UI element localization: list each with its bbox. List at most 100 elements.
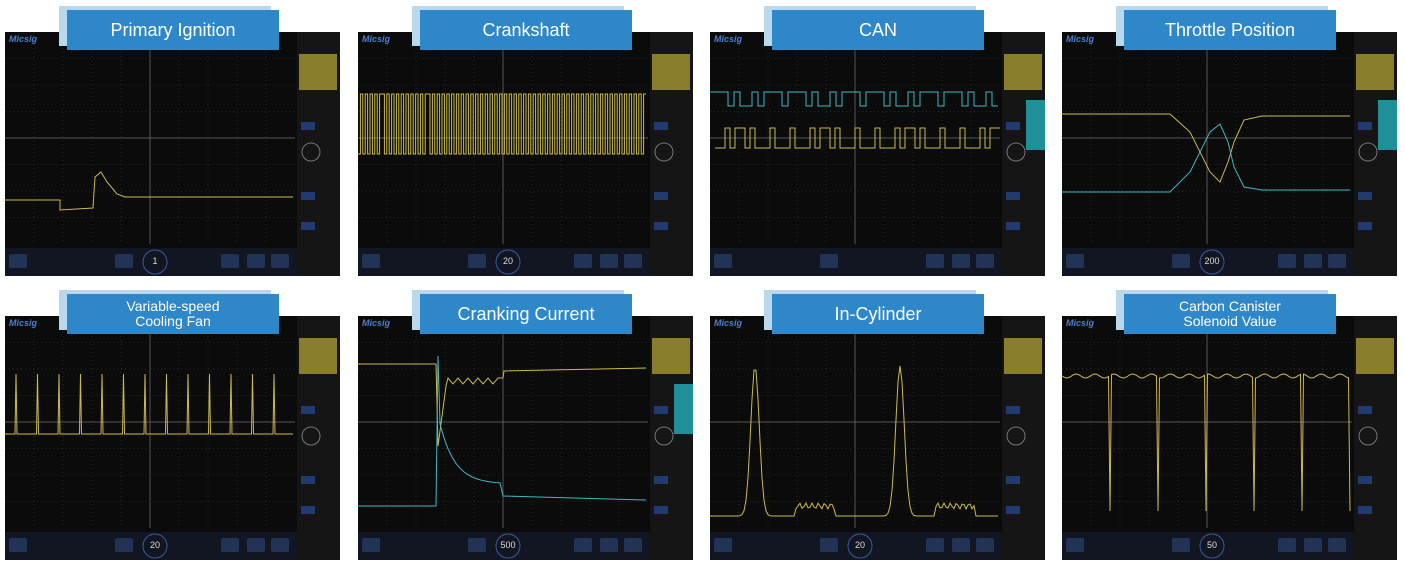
- toolbar-button: [9, 538, 27, 552]
- toolbar-button: [221, 254, 239, 268]
- screen-bg: [1062, 32, 1397, 276]
- toolbar-button: [574, 538, 592, 552]
- side-button: [654, 192, 668, 200]
- channel-button: [1356, 54, 1394, 90]
- toolbar-button: [1172, 254, 1190, 268]
- side-button: [654, 222, 668, 230]
- toolbar-button: [820, 538, 838, 552]
- scope-panel: Micsig 20: [358, 32, 693, 276]
- side-button: [1358, 192, 1372, 200]
- channel-button: [299, 338, 337, 374]
- toolbar-button: [1278, 254, 1296, 268]
- brand: Micsig: [9, 34, 38, 44]
- side-button: [654, 476, 668, 484]
- title-tab: Crankshaft: [420, 10, 632, 50]
- toolbar-button: [468, 254, 486, 268]
- scope-screen: Micsig200: [1062, 32, 1397, 276]
- toolbar-button: [362, 538, 380, 552]
- timebase: 1: [152, 256, 157, 266]
- timebase: 20: [855, 540, 865, 550]
- scope-screen: Micsig: [710, 32, 1045, 276]
- toolbar-button: [1066, 254, 1084, 268]
- brand: Micsig: [9, 318, 38, 328]
- side-button: [301, 506, 315, 514]
- channel-button: [652, 54, 690, 90]
- side-button: [654, 506, 668, 514]
- toolbar-button: [1304, 538, 1322, 552]
- timebase: 20: [150, 540, 160, 550]
- toolbar-button: [247, 538, 265, 552]
- channel-button: [674, 384, 693, 434]
- panel-title: Carbon Canister: [1179, 299, 1281, 314]
- toolbar-button: [271, 538, 289, 552]
- toolbar-button: [1304, 254, 1322, 268]
- side-button: [1358, 122, 1372, 130]
- title-tab: Cranking Current: [420, 294, 632, 334]
- toolbar-button: [600, 254, 618, 268]
- scope-screen: Micsig 20: [710, 316, 1045, 560]
- scope-screen: Micsig 20: [5, 316, 340, 560]
- toolbar-button: [1172, 538, 1190, 552]
- panel-title: Solenoid Value: [1183, 314, 1276, 329]
- panel-title: In-Cylinder: [834, 305, 921, 324]
- toolbar-button: [9, 254, 27, 268]
- scope-panel: Micsig 20: [710, 316, 1045, 560]
- screen-bg: [1062, 316, 1397, 560]
- toolbar-button: [1278, 538, 1296, 552]
- brand: Micsig: [362, 34, 391, 44]
- timebase: 20: [503, 256, 513, 266]
- side-button: [1358, 222, 1372, 230]
- side-button: [654, 406, 668, 414]
- toolbar-button: [926, 254, 944, 268]
- toolbar-button: [247, 254, 265, 268]
- brand: Micsig: [1066, 318, 1095, 328]
- screen-bg: [5, 316, 340, 560]
- panel-title: Throttle Position: [1165, 21, 1295, 40]
- scope-screen: Micsig 1: [5, 32, 340, 276]
- toolbar-button: [714, 538, 732, 552]
- channel-button: [1004, 338, 1042, 374]
- title-tab: Throttle Position: [1124, 10, 1336, 50]
- side-button: [1006, 192, 1020, 200]
- toolbar-button: [1066, 538, 1084, 552]
- toolbar-button: [600, 538, 618, 552]
- scope-panel: Micsig500: [358, 316, 693, 560]
- brand: Micsig: [714, 34, 743, 44]
- toolbar-button: [221, 538, 239, 552]
- side-button: [1358, 476, 1372, 484]
- panel-title: Cranking Current: [457, 305, 594, 324]
- title-tab: In-Cylinder: [772, 294, 984, 334]
- panel-title: Crankshaft: [482, 21, 569, 40]
- waveform: [358, 94, 646, 154]
- scope-panel: Micsig 20: [5, 316, 340, 560]
- scope-screen: Micsig 20: [358, 32, 693, 276]
- channel-button: [1026, 100, 1045, 150]
- title-tab: CAN: [772, 10, 984, 50]
- side-button: [301, 122, 315, 130]
- side-button: [1006, 406, 1020, 414]
- scope-panel: Micsig: [710, 32, 1045, 276]
- side-button: [1006, 122, 1020, 130]
- brand: Micsig: [714, 318, 743, 328]
- side-button: [301, 406, 315, 414]
- channel-button: [299, 54, 337, 90]
- screen-bg: [358, 316, 693, 560]
- page: Micsig 1 Primary Ignition Micsig 20 Crankshaf…: [0, 0, 1405, 561]
- panel-title: CAN: [859, 21, 897, 40]
- side-button: [301, 476, 315, 484]
- panel-title: Variable-speed: [126, 299, 219, 314]
- toolbar-button: [1328, 254, 1346, 268]
- side-button: [1358, 406, 1372, 414]
- title-tab: Carbon CanisterSolenoid Value: [1124, 294, 1336, 334]
- toolbar-button: [976, 538, 994, 552]
- brand: Micsig: [362, 318, 391, 328]
- channel-button: [1378, 100, 1397, 150]
- side-button: [1006, 222, 1020, 230]
- side-button: [654, 122, 668, 130]
- side-button: [1006, 476, 1020, 484]
- panel-title: Primary Ignition: [110, 21, 235, 40]
- side-button: [301, 222, 315, 230]
- toolbar-button: [115, 254, 133, 268]
